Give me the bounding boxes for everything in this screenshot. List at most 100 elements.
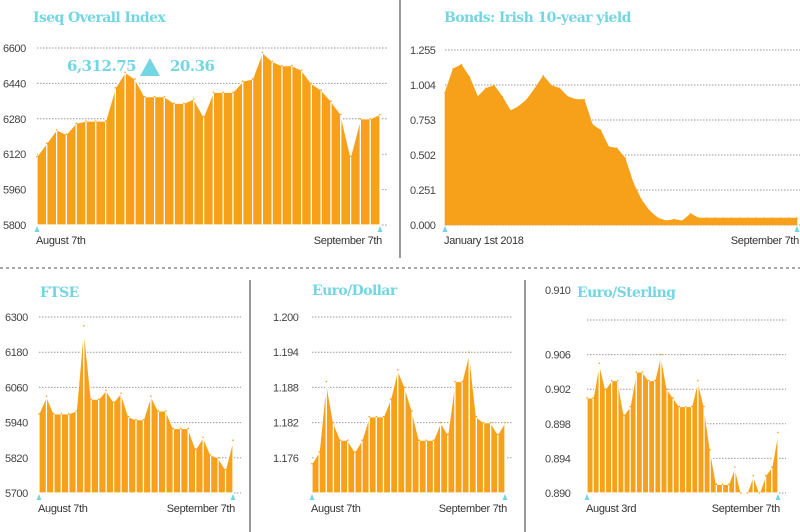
data-point <box>251 78 254 80</box>
y-tick-label: 6280 <box>3 114 26 126</box>
data-point <box>640 199 643 201</box>
area-segment <box>154 96 165 226</box>
x-label-start: August 7th <box>311 503 361 515</box>
data-point <box>542 74 545 77</box>
data-point <box>447 433 449 436</box>
area-segment <box>210 453 219 494</box>
area-segment <box>36 141 48 226</box>
area-segment <box>780 217 790 226</box>
area-segment <box>586 397 594 494</box>
data-point <box>755 217 757 219</box>
y-tick-label: 1.188 <box>273 382 299 394</box>
data-point <box>271 60 274 63</box>
chart-euro-sterling: 0.890 0.894 0.898 0.902 0.906 0.910 August 3rd… <box>545 285 786 515</box>
area-segment <box>559 87 569 226</box>
data-point <box>501 95 504 98</box>
data-point <box>232 439 234 442</box>
area-segment <box>673 219 683 226</box>
area-segment <box>721 483 730 494</box>
data-point <box>657 217 659 219</box>
area-segment <box>657 217 667 226</box>
data-point <box>300 69 303 71</box>
y-tick-label: 0.894 <box>545 453 571 465</box>
data-point <box>709 448 712 451</box>
data-point <box>165 410 167 412</box>
data-point <box>678 405 681 408</box>
area-segment <box>461 352 470 494</box>
area-segment <box>635 371 644 494</box>
chart-title: Bonds: Irish 10-year yield <box>444 10 632 26</box>
area-segment <box>698 217 708 226</box>
area-segment <box>157 410 167 494</box>
y-tick-label: 6440 <box>3 78 26 90</box>
data-point <box>468 76 471 78</box>
area-segment <box>261 51 273 226</box>
data-point <box>504 421 506 424</box>
data-point <box>346 439 349 442</box>
data-point <box>758 492 761 494</box>
data-point <box>607 146 610 148</box>
data-point <box>752 474 755 477</box>
area-segment <box>468 352 478 494</box>
area-segment <box>55 128 68 226</box>
data-point <box>172 427 175 430</box>
area-segment <box>271 60 283 226</box>
area-segment <box>432 422 442 494</box>
data-point <box>623 414 625 416</box>
area-segment <box>68 409 77 494</box>
data-point <box>738 217 741 219</box>
area-segment <box>518 98 528 226</box>
data-point <box>558 87 561 90</box>
x-label-start: August 3rd <box>586 503 636 515</box>
area-segment <box>144 96 156 226</box>
data-point <box>660 353 662 356</box>
data-point <box>53 413 55 415</box>
area-segment <box>723 217 732 226</box>
axis-end-marker-icon <box>502 494 508 500</box>
area-segment <box>542 74 552 226</box>
data-point <box>598 362 601 365</box>
data-point <box>222 91 224 94</box>
up-triangle-icon <box>140 58 160 76</box>
y-tick-label: 5940 <box>5 418 28 430</box>
area-segment <box>739 217 749 226</box>
area-segment <box>113 391 122 494</box>
area-segment <box>665 219 675 226</box>
iseq-value: 6,312.75 <box>67 57 136 75</box>
data-point <box>310 82 313 85</box>
area-segment <box>765 465 773 494</box>
area-segment <box>320 88 332 226</box>
area-segment <box>703 406 711 494</box>
data-point <box>45 395 48 398</box>
area-segment <box>534 74 544 226</box>
data-point <box>36 155 38 158</box>
data-point <box>689 213 692 215</box>
data-point <box>730 217 733 219</box>
area-segment <box>98 388 107 494</box>
data-point <box>534 87 536 90</box>
y-tick-label: 5960 <box>3 185 26 197</box>
area-segment <box>46 128 58 226</box>
area-segment <box>318 381 327 494</box>
area-segment <box>165 410 174 494</box>
data-point <box>242 80 244 82</box>
area-segment <box>361 416 370 494</box>
data-point <box>339 439 342 442</box>
data-point <box>359 118 362 120</box>
data-point <box>105 389 107 392</box>
area-segment <box>758 475 767 494</box>
data-point <box>796 217 798 219</box>
area-segment <box>485 85 495 226</box>
data-point <box>697 217 700 219</box>
area-segment <box>575 99 585 226</box>
data-point <box>135 418 137 421</box>
area-segment <box>212 91 224 226</box>
area-segment <box>120 393 130 494</box>
area-segment <box>452 64 462 226</box>
y-tick-label: 1.176 <box>273 453 299 465</box>
area-segment <box>617 380 625 494</box>
data-point <box>404 386 406 389</box>
area-segment <box>600 130 610 226</box>
x-label-start: August 7th <box>36 235 86 247</box>
x-label-end: September 7th <box>712 503 780 515</box>
